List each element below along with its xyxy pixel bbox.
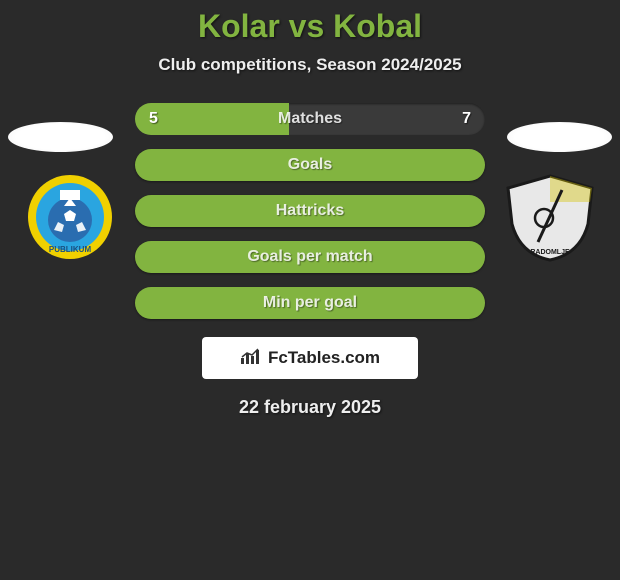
stat-value-right: 7	[462, 110, 471, 128]
brand-text: FcTables.com	[268, 348, 380, 368]
stat-bar-mpg: Min per goal	[135, 287, 485, 319]
stat-bar-goals: Goals	[135, 149, 485, 181]
stat-label: Goals	[288, 156, 332, 174]
stat-fill-left	[135, 103, 289, 135]
svg-text:PUBLIKUM: PUBLIKUM	[49, 245, 92, 254]
date-label: 22 february 2025	[0, 397, 620, 418]
club-badge-right: RADOMLJE	[500, 172, 600, 262]
club-badge-left: PUBLIKUM	[20, 172, 120, 262]
player-avatar-right	[507, 122, 612, 152]
stats-panel: 5 Matches 7 Goals Hattricks Goals per ma…	[135, 103, 485, 319]
player-avatar-left	[8, 122, 113, 152]
stat-bar-gpm: Goals per match	[135, 241, 485, 273]
stat-value-left: 5	[149, 110, 158, 128]
chart-icon	[240, 347, 262, 370]
brand-link[interactable]: FcTables.com	[202, 337, 418, 379]
stat-label: Matches	[278, 110, 342, 128]
stat-label: Hattricks	[276, 202, 344, 220]
svg-text:RADOMLJE: RADOMLJE	[530, 249, 570, 256]
stat-label: Goals per match	[247, 248, 372, 266]
stat-bar-hattricks: Hattricks	[135, 195, 485, 227]
stat-label: Min per goal	[263, 294, 357, 312]
subtitle: Club competitions, Season 2024/2025	[0, 55, 620, 75]
stat-bar-matches: 5 Matches 7	[135, 103, 485, 135]
page-title: Kolar vs Kobal	[0, 8, 620, 45]
